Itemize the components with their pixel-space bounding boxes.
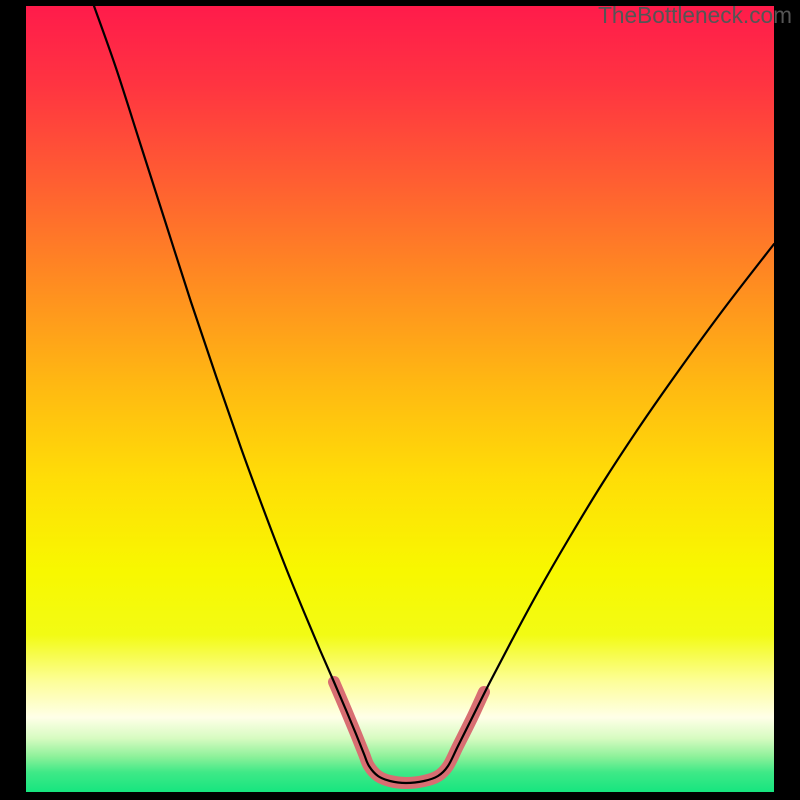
watermark-label: TheBottleneck.com [598, 2, 792, 29]
chart-stage: TheBottleneck.com [0, 0, 800, 800]
gradient-background [26, 6, 774, 792]
bottleneck-chart [0, 0, 800, 800]
